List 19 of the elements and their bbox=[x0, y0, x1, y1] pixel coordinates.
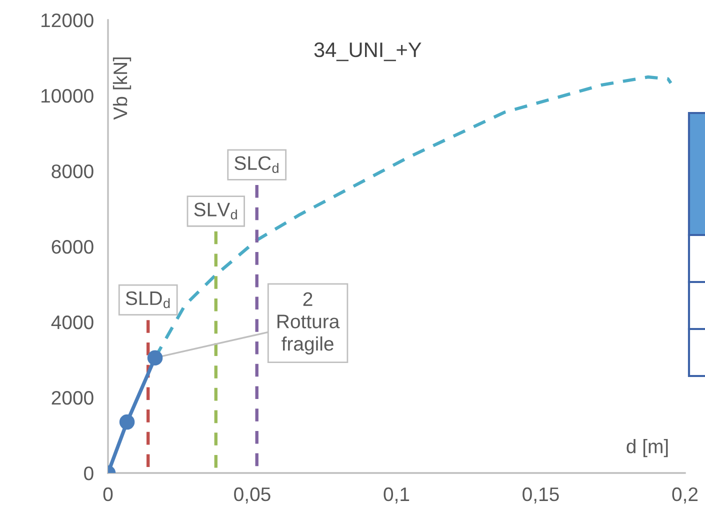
y-tick-label: 8000 bbox=[52, 164, 94, 178]
series-label: SLD$_{d}$ bbox=[126, 291, 170, 308]
x-tick-label: 0 bbox=[103, 487, 113, 502]
y-tick-label: 10000 bbox=[42, 88, 94, 103]
x-tick-label: 0,2 bbox=[672, 487, 698, 504]
x-tick-label: 0,05 bbox=[234, 487, 270, 504]
x-tick-label: 0,1 bbox=[384, 487, 410, 504]
series-label: SLV$_{d}$ bbox=[194, 202, 237, 220]
x-axis-title: d [m] bbox=[626, 439, 668, 458]
y-axis-title: Vb [kN] bbox=[112, 57, 132, 120]
x-tick-label: 0,15 bbox=[522, 487, 559, 504]
y-tick-label: 0 bbox=[84, 466, 94, 480]
y-tick-label: 4000 bbox=[51, 315, 94, 330]
series-label: SLC$_{d}$ bbox=[234, 156, 278, 174]
y-tick-label: 12000 bbox=[42, 13, 94, 28]
y-tick-label: 6000 bbox=[52, 240, 94, 254]
text: 34_UNI_+Y bbox=[314, 42, 422, 62]
annotation: 2 Rottura fragile bbox=[278, 292, 340, 355]
y-tick-label: 2000 bbox=[52, 390, 94, 405]
